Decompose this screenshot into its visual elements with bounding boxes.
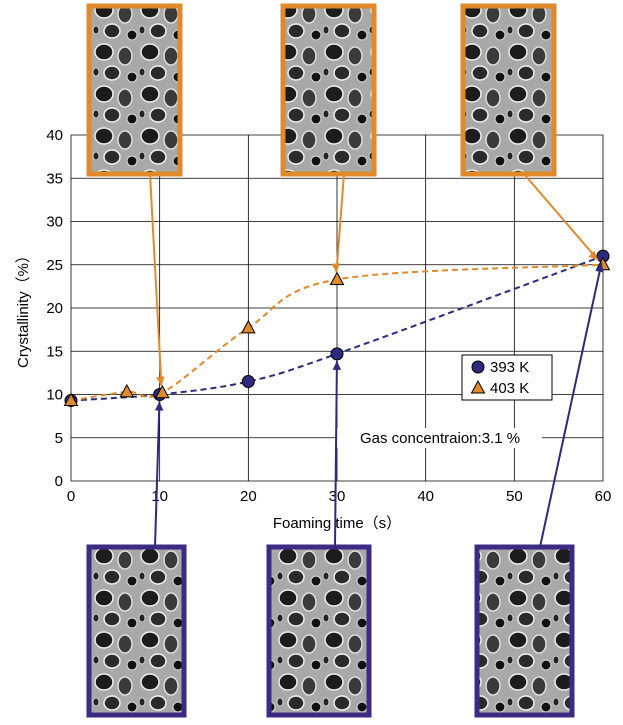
y-tick-label: 15 (46, 343, 63, 360)
micrograph (86, 544, 187, 718)
plot-area: 0 10 20 30 40 50 60 0 5 10 15 20 25 30 35 40 Gas concent… (46, 127, 611, 505)
y-tick-label: 5 (55, 430, 63, 447)
micrographs (86, 3, 575, 718)
arrow-head (331, 263, 340, 273)
micrograph (474, 544, 575, 718)
micrograph (266, 544, 372, 718)
marker (330, 347, 344, 361)
x-tick-label: 60 (595, 488, 612, 505)
marker (119, 383, 135, 398)
x-tick-label: 50 (506, 488, 523, 505)
legend-marker (470, 379, 486, 394)
marker (154, 384, 170, 399)
y-tick-label: 40 (46, 127, 63, 144)
arrow (149, 173, 163, 386)
legend-marker (471, 360, 485, 374)
arrow (539, 262, 603, 548)
y-tick-label: 0 (55, 473, 63, 490)
y-axis-label: Crystallinity（%） (15, 248, 32, 368)
x-tick-label: 40 (417, 488, 434, 505)
micrograph (280, 3, 377, 177)
x-tick-label: 20 (240, 488, 257, 505)
arrow (335, 173, 345, 273)
x-tick-label: 10 (151, 488, 168, 505)
marker (63, 392, 79, 407)
arrow (523, 173, 599, 261)
y-tick-label: 25 (46, 257, 63, 274)
marker (241, 375, 255, 389)
arrow (334, 360, 338, 548)
x-axis-label: Foaming time（s） (273, 515, 401, 532)
legend-label: 403 K (490, 380, 529, 397)
x-tick-label: 0 (67, 488, 75, 505)
arrow-head (156, 376, 165, 386)
annotation-bg (336, 428, 542, 448)
marker (240, 319, 256, 334)
y-tick-label: 35 (46, 170, 63, 187)
micrograph (460, 3, 557, 177)
arrow-head (154, 401, 164, 411)
arrow-head (595, 262, 604, 273)
x-tick-label: 30 (329, 488, 346, 505)
arrow-head (332, 360, 342, 370)
marker (329, 271, 345, 285)
arrow (154, 401, 161, 548)
legend-label: 393 K (490, 359, 529, 376)
y-tick-label: 20 (46, 300, 63, 317)
y-tick-label: 30 (46, 214, 63, 231)
micrograph (86, 3, 183, 177)
annotation: Gas concentraion:3.1 % (360, 430, 520, 447)
y-tick-label: 10 (46, 387, 63, 404)
arrow-head (588, 250, 598, 260)
